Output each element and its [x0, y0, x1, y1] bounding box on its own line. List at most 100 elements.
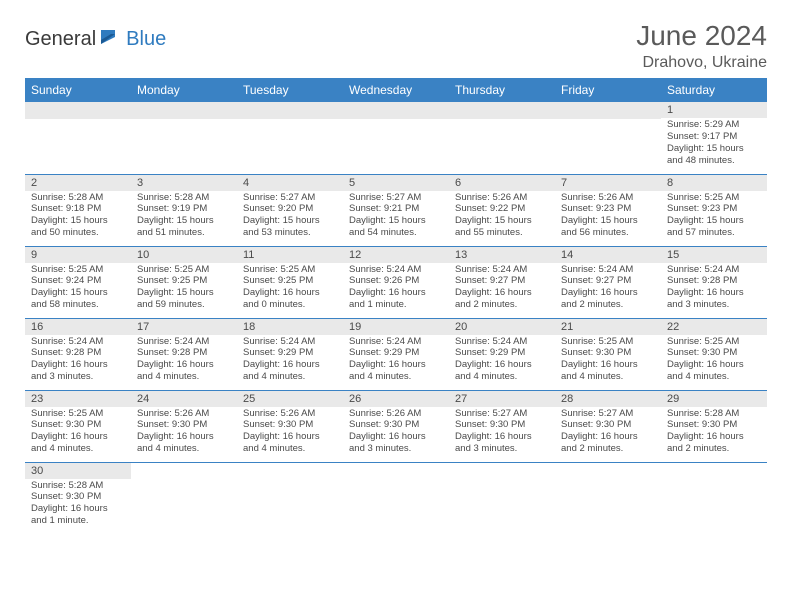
calendar-day-cell [237, 102, 343, 174]
day-number: 18 [237, 319, 343, 335]
sunrise-text: Sunrise: 5:24 AM [561, 264, 655, 276]
calendar-table: Sunday Monday Tuesday Wednesday Thursday… [25, 78, 767, 534]
day-number: 27 [449, 391, 555, 407]
sunrise-text: Sunrise: 5:25 AM [31, 408, 125, 420]
day-details: Sunrise: 5:29 AMSunset: 9:17 PMDaylight:… [661, 118, 767, 170]
daylight-text: Daylight: 16 hours and 3 minutes. [667, 287, 761, 311]
calendar-day-cell: 2Sunrise: 5:28 AMSunset: 9:18 PMDaylight… [25, 174, 131, 246]
calendar-day-cell: 25Sunrise: 5:26 AMSunset: 9:30 PMDayligh… [237, 390, 343, 462]
day-number-empty [131, 102, 237, 119]
weekday-header: Saturday [661, 78, 767, 102]
sunrise-text: Sunrise: 5:26 AM [455, 192, 549, 204]
calendar-day-cell: 20Sunrise: 5:24 AMSunset: 9:29 PMDayligh… [449, 318, 555, 390]
sunset-text: Sunset: 9:30 PM [667, 347, 761, 359]
day-number: 29 [661, 391, 767, 407]
day-number: 15 [661, 247, 767, 263]
day-details: Sunrise: 5:24 AMSunset: 9:27 PMDaylight:… [555, 263, 661, 315]
daylight-text: Daylight: 15 hours and 55 minutes. [455, 215, 549, 239]
calendar-day-cell: 15Sunrise: 5:24 AMSunset: 9:28 PMDayligh… [661, 246, 767, 318]
day-details: Sunrise: 5:28 AMSunset: 9:30 PMDaylight:… [25, 479, 131, 531]
day-number: 17 [131, 319, 237, 335]
sunset-text: Sunset: 9:30 PM [561, 347, 655, 359]
sunrise-text: Sunrise: 5:26 AM [243, 408, 337, 420]
daylight-text: Daylight: 15 hours and 48 minutes. [667, 143, 761, 167]
day-details: Sunrise: 5:26 AMSunset: 9:30 PMDaylight:… [343, 407, 449, 459]
day-number: 9 [25, 247, 131, 263]
sunset-text: Sunset: 9:30 PM [455, 419, 549, 431]
day-number: 1 [661, 102, 767, 118]
day-details: Sunrise: 5:25 AMSunset: 9:23 PMDaylight:… [661, 191, 767, 243]
sunrise-text: Sunrise: 5:28 AM [667, 408, 761, 420]
sunset-text: Sunset: 9:29 PM [243, 347, 337, 359]
day-number: 26 [343, 391, 449, 407]
header: General Blue June 2024 Drahovo, Ukraine [25, 20, 767, 72]
sunset-text: Sunset: 9:20 PM [243, 203, 337, 215]
sunrise-text: Sunrise: 5:25 AM [137, 264, 231, 276]
day-details: Sunrise: 5:24 AMSunset: 9:28 PMDaylight:… [131, 335, 237, 387]
day-number: 4 [237, 175, 343, 191]
sunrise-text: Sunrise: 5:24 AM [667, 264, 761, 276]
sunset-text: Sunset: 9:30 PM [561, 419, 655, 431]
weekday-header-row: Sunday Monday Tuesday Wednesday Thursday… [25, 78, 767, 102]
calendar-week-row: 30Sunrise: 5:28 AMSunset: 9:30 PMDayligh… [25, 462, 767, 534]
sunrise-text: Sunrise: 5:28 AM [31, 480, 125, 492]
calendar-day-cell: 26Sunrise: 5:26 AMSunset: 9:30 PMDayligh… [343, 390, 449, 462]
calendar-day-cell [555, 462, 661, 534]
calendar-day-cell: 17Sunrise: 5:24 AMSunset: 9:28 PMDayligh… [131, 318, 237, 390]
sunset-text: Sunset: 9:19 PM [137, 203, 231, 215]
sunrise-text: Sunrise: 5:28 AM [31, 192, 125, 204]
sunset-text: Sunset: 9:29 PM [349, 347, 443, 359]
calendar-day-cell: 28Sunrise: 5:27 AMSunset: 9:30 PMDayligh… [555, 390, 661, 462]
daylight-text: Daylight: 16 hours and 4 minutes. [667, 359, 761, 383]
calendar-day-cell [131, 462, 237, 534]
sunset-text: Sunset: 9:27 PM [561, 275, 655, 287]
daylight-text: Daylight: 16 hours and 2 minutes. [561, 287, 655, 311]
day-number: 19 [343, 319, 449, 335]
day-details: Sunrise: 5:25 AMSunset: 9:30 PMDaylight:… [555, 335, 661, 387]
sunset-text: Sunset: 9:28 PM [667, 275, 761, 287]
brand-part2: Blue [126, 28, 166, 51]
day-details: Sunrise: 5:25 AMSunset: 9:30 PMDaylight:… [25, 407, 131, 459]
sunset-text: Sunset: 9:28 PM [137, 347, 231, 359]
daylight-text: Daylight: 16 hours and 3 minutes. [455, 431, 549, 455]
sunset-text: Sunset: 9:23 PM [561, 203, 655, 215]
day-number: 14 [555, 247, 661, 263]
calendar-day-cell: 1Sunrise: 5:29 AMSunset: 9:17 PMDaylight… [661, 102, 767, 174]
calendar-day-cell: 9Sunrise: 5:25 AMSunset: 9:24 PMDaylight… [25, 246, 131, 318]
sunset-text: Sunset: 9:23 PM [667, 203, 761, 215]
calendar-day-cell: 10Sunrise: 5:25 AMSunset: 9:25 PMDayligh… [131, 246, 237, 318]
daylight-text: Daylight: 15 hours and 59 minutes. [137, 287, 231, 311]
day-number: 12 [343, 247, 449, 263]
day-details: Sunrise: 5:25 AMSunset: 9:25 PMDaylight:… [131, 263, 237, 315]
day-details: Sunrise: 5:27 AMSunset: 9:30 PMDaylight:… [555, 407, 661, 459]
calendar-week-row: 16Sunrise: 5:24 AMSunset: 9:28 PMDayligh… [25, 318, 767, 390]
day-details: Sunrise: 5:27 AMSunset: 9:21 PMDaylight:… [343, 191, 449, 243]
day-details: Sunrise: 5:25 AMSunset: 9:24 PMDaylight:… [25, 263, 131, 315]
calendar-day-cell [343, 102, 449, 174]
sunset-text: Sunset: 9:25 PM [137, 275, 231, 287]
day-number: 6 [449, 175, 555, 191]
sunset-text: Sunset: 9:27 PM [455, 275, 549, 287]
sunset-text: Sunset: 9:25 PM [243, 275, 337, 287]
weekday-header: Tuesday [237, 78, 343, 102]
calendar-day-cell: 8Sunrise: 5:25 AMSunset: 9:23 PMDaylight… [661, 174, 767, 246]
sunset-text: Sunset: 9:29 PM [455, 347, 549, 359]
daylight-text: Daylight: 16 hours and 2 minutes. [561, 431, 655, 455]
sunset-text: Sunset: 9:28 PM [31, 347, 125, 359]
calendar-day-cell: 30Sunrise: 5:28 AMSunset: 9:30 PMDayligh… [25, 462, 131, 534]
day-details: Sunrise: 5:28 AMSunset: 9:30 PMDaylight:… [661, 407, 767, 459]
daylight-text: Daylight: 15 hours and 53 minutes. [243, 215, 337, 239]
day-number-empty [449, 102, 555, 119]
calendar-day-cell: 6Sunrise: 5:26 AMSunset: 9:22 PMDaylight… [449, 174, 555, 246]
sunset-text: Sunset: 9:17 PM [667, 131, 761, 143]
calendar-week-row: 23Sunrise: 5:25 AMSunset: 9:30 PMDayligh… [25, 390, 767, 462]
day-number: 8 [661, 175, 767, 191]
sunrise-text: Sunrise: 5:25 AM [667, 336, 761, 348]
day-number: 7 [555, 175, 661, 191]
sunrise-text: Sunrise: 5:24 AM [349, 336, 443, 348]
calendar-day-cell [449, 462, 555, 534]
day-number: 11 [237, 247, 343, 263]
sunset-text: Sunset: 9:22 PM [455, 203, 549, 215]
day-number: 20 [449, 319, 555, 335]
day-number: 24 [131, 391, 237, 407]
